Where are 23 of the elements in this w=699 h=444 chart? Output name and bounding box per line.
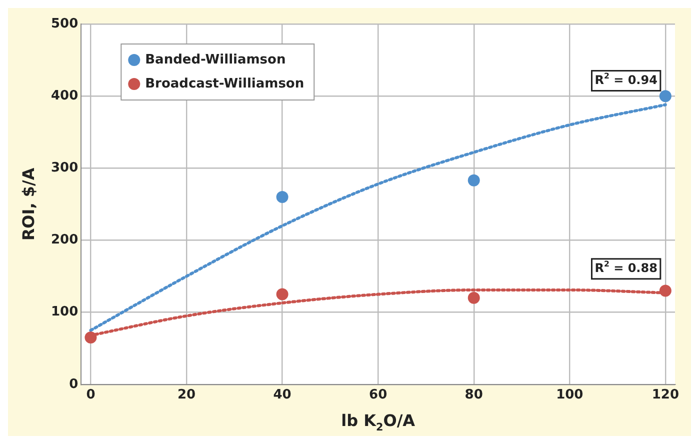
point — [468, 174, 480, 186]
x-tick-label: 80 — [464, 388, 483, 403]
legend-label: Broadcast-Williamson — [145, 76, 304, 92]
y-tick-label: 200 — [50, 232, 78, 248]
y-tick-label: 500 — [50, 16, 78, 32]
x-tick-label: 0 — [86, 388, 96, 403]
point — [276, 288, 288, 300]
legend-label: Banded-Williamson — [145, 52, 286, 68]
x-tick-label: 40 — [273, 388, 292, 403]
point — [659, 284, 672, 297]
point — [468, 292, 480, 304]
x-tick-label: 120 — [652, 388, 679, 403]
y-tick-label: 400 — [50, 88, 78, 104]
y-tick-label: 100 — [50, 304, 78, 320]
x-tick-label: 60 — [369, 388, 388, 403]
point — [276, 190, 288, 203]
x-tick-label: 20 — [177, 388, 196, 403]
x-tick-label: 100 — [556, 388, 584, 403]
y-axis-title: ROI, $/A — [19, 167, 38, 241]
y-tick-label: 0 — [69, 376, 78, 392]
point — [84, 332, 97, 344]
y-tick-label: 300 — [50, 160, 78, 176]
point — [659, 90, 672, 102]
